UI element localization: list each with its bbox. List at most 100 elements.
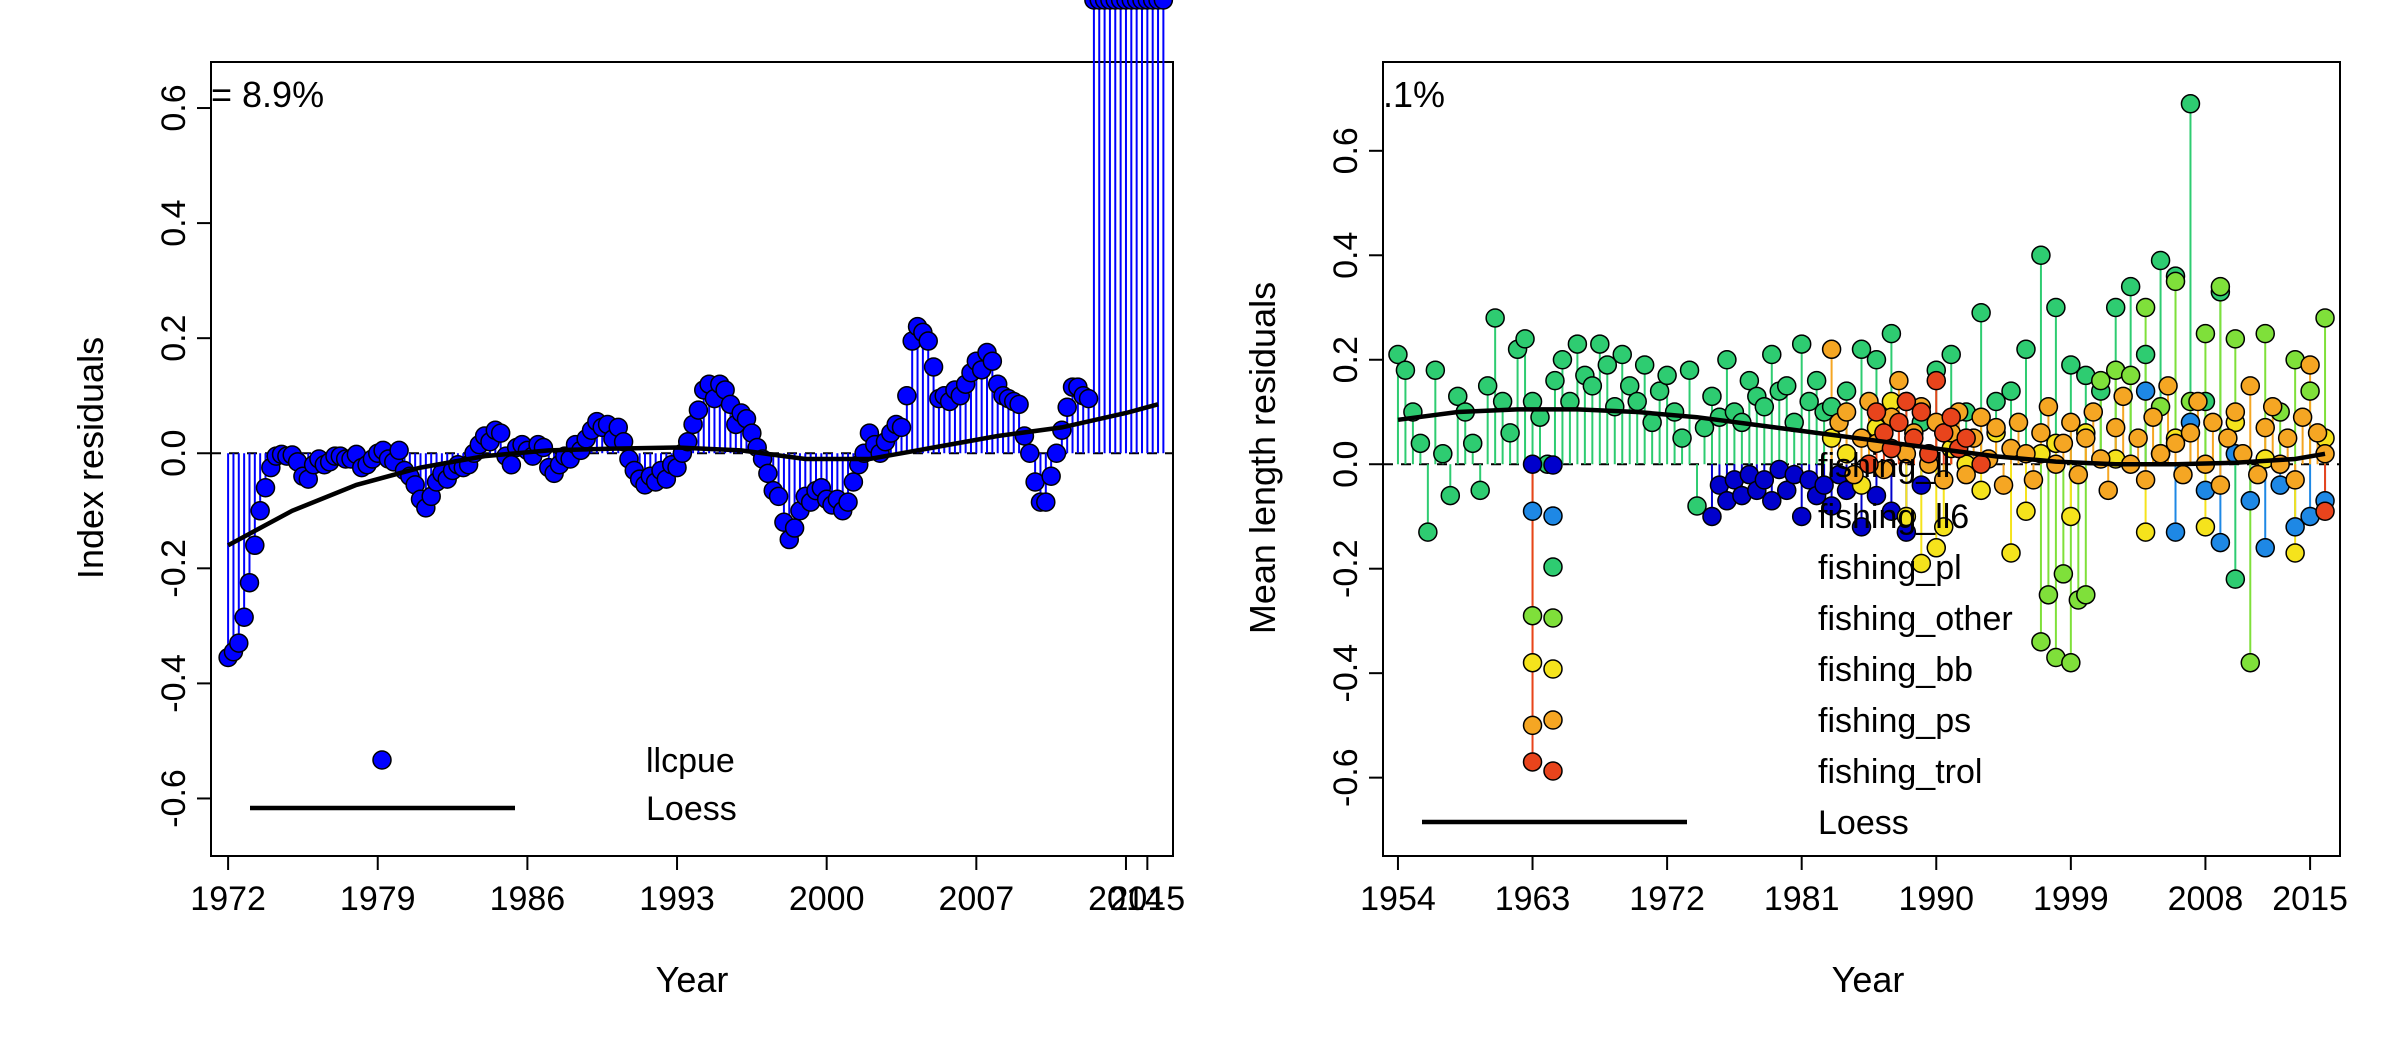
right-panel-y-axis-label: Mean length residuals xyxy=(1242,282,1283,634)
right-point-fishing_ps xyxy=(2240,376,2261,396)
right-y-tick-label: -0.2 xyxy=(1327,539,1365,598)
right-point-fishing_pl xyxy=(1410,433,1431,454)
right-point-fishing_ps xyxy=(1986,417,2006,438)
left-point-llcpue xyxy=(389,440,409,461)
right-point-fishing_pl xyxy=(1739,370,1760,391)
right-point-fishing_bb xyxy=(1911,553,1932,574)
right-point-fishing_other xyxy=(2315,308,2335,328)
right-point-fishing_pl xyxy=(1552,350,1573,370)
right-point-fishing_pl xyxy=(1664,402,1685,422)
right-point-fishing_ps xyxy=(2128,428,2148,448)
right-point-fishing_ps xyxy=(2173,464,2193,485)
left-point-llcpue xyxy=(533,437,554,458)
left-point-llcpue xyxy=(784,518,805,538)
right-point-fishing_pl xyxy=(1672,428,1692,448)
left-point-llcpue xyxy=(490,423,511,443)
right-point-fishing_trol xyxy=(1926,370,1947,391)
right-legend-point xyxy=(1543,659,1563,679)
right-point-fishing_pl xyxy=(1649,381,1670,401)
right-point-fishing_bb xyxy=(1896,506,1917,527)
right-point-fishing_pl xyxy=(1388,344,1408,365)
right-point-fishing_ps xyxy=(2008,412,2029,433)
right-point-fishing_other xyxy=(2240,652,2261,673)
right-point-fishing_ll6 xyxy=(2255,538,2275,558)
right-point-fishing_ll xyxy=(1791,506,1812,527)
right-point-fishing_bb xyxy=(2001,543,2021,563)
right-point-fishing_ps xyxy=(2068,464,2089,485)
right-point-fishing_other xyxy=(2031,632,2051,652)
left-point-llcpue xyxy=(229,633,249,653)
right-point-fishing_pl xyxy=(2225,569,2246,589)
right-point-fishing_trol xyxy=(1522,752,1543,772)
right-x-tick-label: 1963 xyxy=(1495,880,1571,918)
left-point-llcpue xyxy=(1041,466,1061,487)
left-point-llcpue xyxy=(255,478,276,498)
right-point-fishing_pl xyxy=(1657,365,1677,386)
right-point-fishing_ll xyxy=(1754,470,1775,490)
right-point-fishing_other xyxy=(2195,323,2216,344)
right-point-fishing_ps xyxy=(1889,370,1909,391)
right-point-fishing_ll6 xyxy=(2165,522,2186,542)
right-point-fishing_pl xyxy=(1881,323,1902,344)
left-x-tick-label: 2014 xyxy=(1088,880,1164,918)
right-point-fishing_pl xyxy=(1702,386,1722,407)
right-point-fishing_trol xyxy=(1866,402,1887,422)
right-point-fishing_ps xyxy=(1933,470,1954,490)
right-point-fishing_pl xyxy=(1754,397,1775,417)
right-point-fishing_pl xyxy=(2180,94,2201,114)
right-point-fishing_pl xyxy=(1679,360,1700,380)
left-point-llcpue xyxy=(838,492,858,512)
right-point-fishing_pl xyxy=(1425,360,1446,380)
left-y-tick-label: -0.4 xyxy=(155,654,193,713)
right-point-fishing_ps xyxy=(1844,464,1864,485)
left-x-tick-label: 1986 xyxy=(490,880,566,918)
right-point-fishing_bb xyxy=(1522,652,1543,673)
right-point-fishing_pl xyxy=(1619,376,1640,396)
right-point-fishing_other xyxy=(2255,323,2275,344)
right-point-fishing_bb xyxy=(1933,517,1954,537)
right-point-fishing_ps xyxy=(2165,433,2186,454)
right-point-fishing_other xyxy=(1522,605,1543,626)
right-point-fishing_ps xyxy=(2307,423,2328,443)
left-legend-label: llcpue xyxy=(646,742,735,780)
left-point-llcpue xyxy=(239,572,260,593)
right-y-tick-label: 0.0 xyxy=(1327,441,1365,488)
left-point-llcpue xyxy=(923,357,944,377)
right-point-fishing_ps xyxy=(2083,402,2104,422)
right-point-fishing_pl xyxy=(1395,360,1416,380)
left-panel-x-axis-label: Year xyxy=(656,959,729,1000)
right-point-fishing_ps xyxy=(2285,470,2305,490)
right-x-tick-label: 1972 xyxy=(1629,880,1705,918)
right-point-fishing_pl xyxy=(1612,344,1632,365)
right-point-fishing_bb xyxy=(2135,522,2156,542)
right-point-fishing_ps xyxy=(2300,355,2320,375)
right-point-fishing_pl xyxy=(1433,444,1453,464)
left-legend-point xyxy=(372,750,392,770)
right-point-fishing_ps xyxy=(2203,412,2223,433)
right-panel-stat-text: .1% xyxy=(1383,74,1445,115)
right-legend-point xyxy=(1543,761,1563,781)
right-plot-frame xyxy=(1382,61,2341,857)
right-y-tick-label: 0.2 xyxy=(1327,336,1365,383)
right-point-fishing_ll6 xyxy=(1522,501,1543,521)
right-point-fishing_ps xyxy=(2046,454,2066,474)
left-point-llcpue xyxy=(1078,388,1099,409)
right-point-fishing_ps xyxy=(2210,475,2231,495)
right-legend-point xyxy=(1543,608,1563,628)
left-point-llcpue xyxy=(245,535,265,556)
right-point-fishing_bb xyxy=(2195,517,2216,537)
right-point-fishing_ps xyxy=(1971,407,1991,427)
right-point-fishing_other xyxy=(2225,329,2246,349)
right-point-fishing_bb xyxy=(2061,506,2081,527)
right-point-fishing_other xyxy=(2165,271,2186,292)
right-legend-label: fishing_trol xyxy=(1818,753,1982,791)
right-point-fishing_bb xyxy=(1836,444,1857,464)
right-point-fishing_ll xyxy=(1821,496,1842,516)
right-point-fishing_ps xyxy=(2188,391,2208,412)
right-point-fishing_pl xyxy=(2016,339,2036,360)
right-point-fishing_pl xyxy=(1687,496,1707,516)
right-point-fishing_ps xyxy=(2038,397,2059,417)
right-point-fishing_ps xyxy=(2292,407,2313,427)
